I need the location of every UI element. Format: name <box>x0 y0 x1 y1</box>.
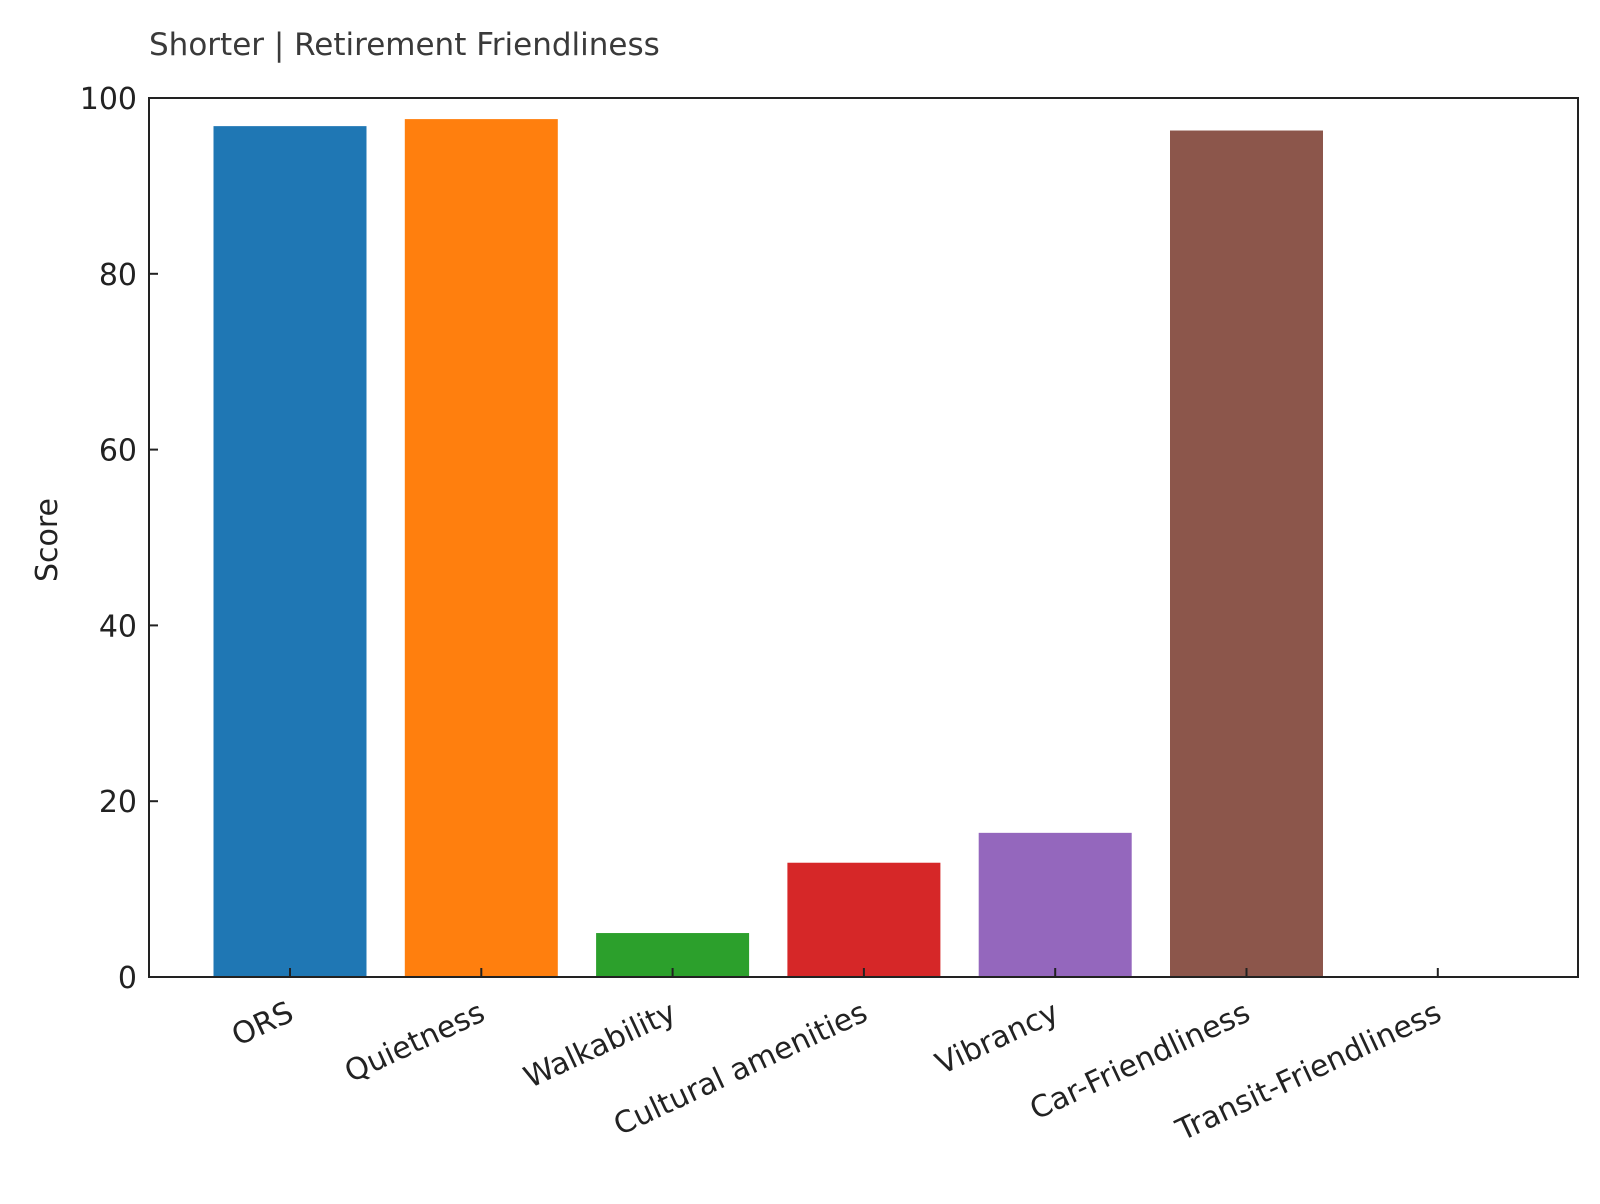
bar-car-friendliness <box>1170 130 1323 977</box>
x-tick-label-ors: ORS <box>227 995 299 1054</box>
y-tick-label-40: 40 <box>99 609 137 644</box>
y-tick-label-20: 20 <box>99 785 137 820</box>
chart-title: Shorter | Retirement Friendliness <box>149 27 660 63</box>
bar-cultural-amenities <box>787 862 941 977</box>
y-tick-label-80: 80 <box>99 258 137 293</box>
y-axis: 0 20 40 60 80 100 <box>80 82 158 996</box>
y-axis-label: Score <box>30 498 65 582</box>
x-tick-label-walkability: Walkability <box>519 995 682 1096</box>
y-tick-label-0: 0 <box>118 961 137 996</box>
bar-quietness <box>404 119 558 977</box>
x-tick-label-vibrancy: Vibrancy <box>930 995 1064 1082</box>
bar-vibrancy <box>978 832 1132 977</box>
bar-ors <box>213 126 367 978</box>
plot-area <box>213 119 1323 978</box>
x-tick-label-quietness: Quietness <box>340 995 491 1090</box>
y-tick-label-100: 100 <box>80 82 137 117</box>
y-tick-label-60: 60 <box>99 434 137 469</box>
